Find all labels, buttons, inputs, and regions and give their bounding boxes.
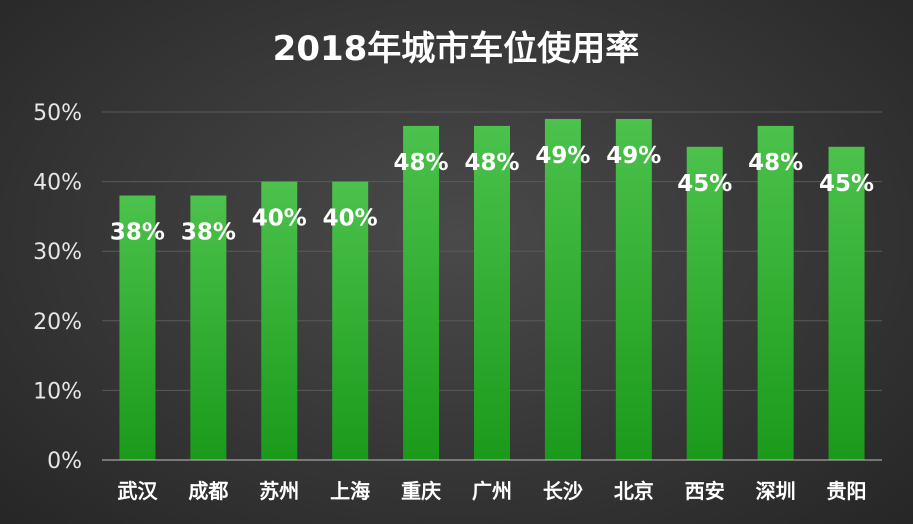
bar-8 [686, 146, 723, 461]
x-axis-categories: 武汉 成都 苏州 上海 重庆 广州 长沙 北京 西安 深圳 贵阳 [117, 479, 866, 503]
x-category-label: 西安 [685, 479, 725, 503]
data-label: 40% [323, 206, 378, 232]
data-label: 49% [606, 143, 661, 169]
x-category-label: 贵阳 [827, 479, 867, 503]
data-label: 48% [464, 150, 519, 176]
x-category-label: 长沙 [543, 479, 583, 503]
data-label: 38% [110, 220, 165, 246]
y-tick-label: 20% [33, 310, 82, 335]
bar-10 [828, 146, 865, 461]
bar-0 [119, 195, 156, 460]
y-tick-label: 30% [33, 240, 82, 265]
y-tick-label: 50% [33, 101, 82, 126]
bar-3 [332, 181, 369, 460]
bar-6 [544, 118, 581, 461]
bar-4 [403, 125, 440, 461]
y-tick-label: 40% [33, 171, 82, 196]
x-category-label: 成都 [188, 479, 228, 503]
x-category-label: 重庆 [401, 479, 441, 503]
data-label: 49% [535, 143, 590, 169]
data-label: 38% [181, 220, 236, 246]
data-label: 45% [819, 171, 874, 197]
bars [119, 118, 865, 461]
y-tick-label: 10% [33, 379, 82, 404]
x-category-label: 深圳 [756, 479, 796, 503]
bar-5 [474, 125, 510, 461]
bar-7 [615, 118, 652, 461]
x-category-label: 武汉 [117, 479, 158, 503]
y-axis-ticks: 0% 10% 20% 30% 40% 50% [33, 101, 82, 474]
data-label: 48% [394, 150, 449, 176]
data-label: 48% [748, 150, 803, 176]
data-labels: 38% 38% 40% 40% 48% 48% 49% 49% 45% 48% 45% [110, 143, 874, 246]
data-label: 45% [677, 171, 732, 197]
bar-2 [261, 181, 298, 460]
bar-1 [190, 195, 227, 460]
x-category-label: 广州 [472, 479, 512, 503]
bar-9 [757, 125, 794, 461]
data-label: 40% [252, 206, 307, 232]
x-category-label: 苏州 [259, 479, 299, 503]
x-category-label: 上海 [330, 479, 370, 503]
x-category-label: 北京 [614, 479, 654, 503]
y-tick-label: 0% [47, 449, 82, 474]
chart-title: 2018年城市车位使用率 [273, 29, 640, 69]
